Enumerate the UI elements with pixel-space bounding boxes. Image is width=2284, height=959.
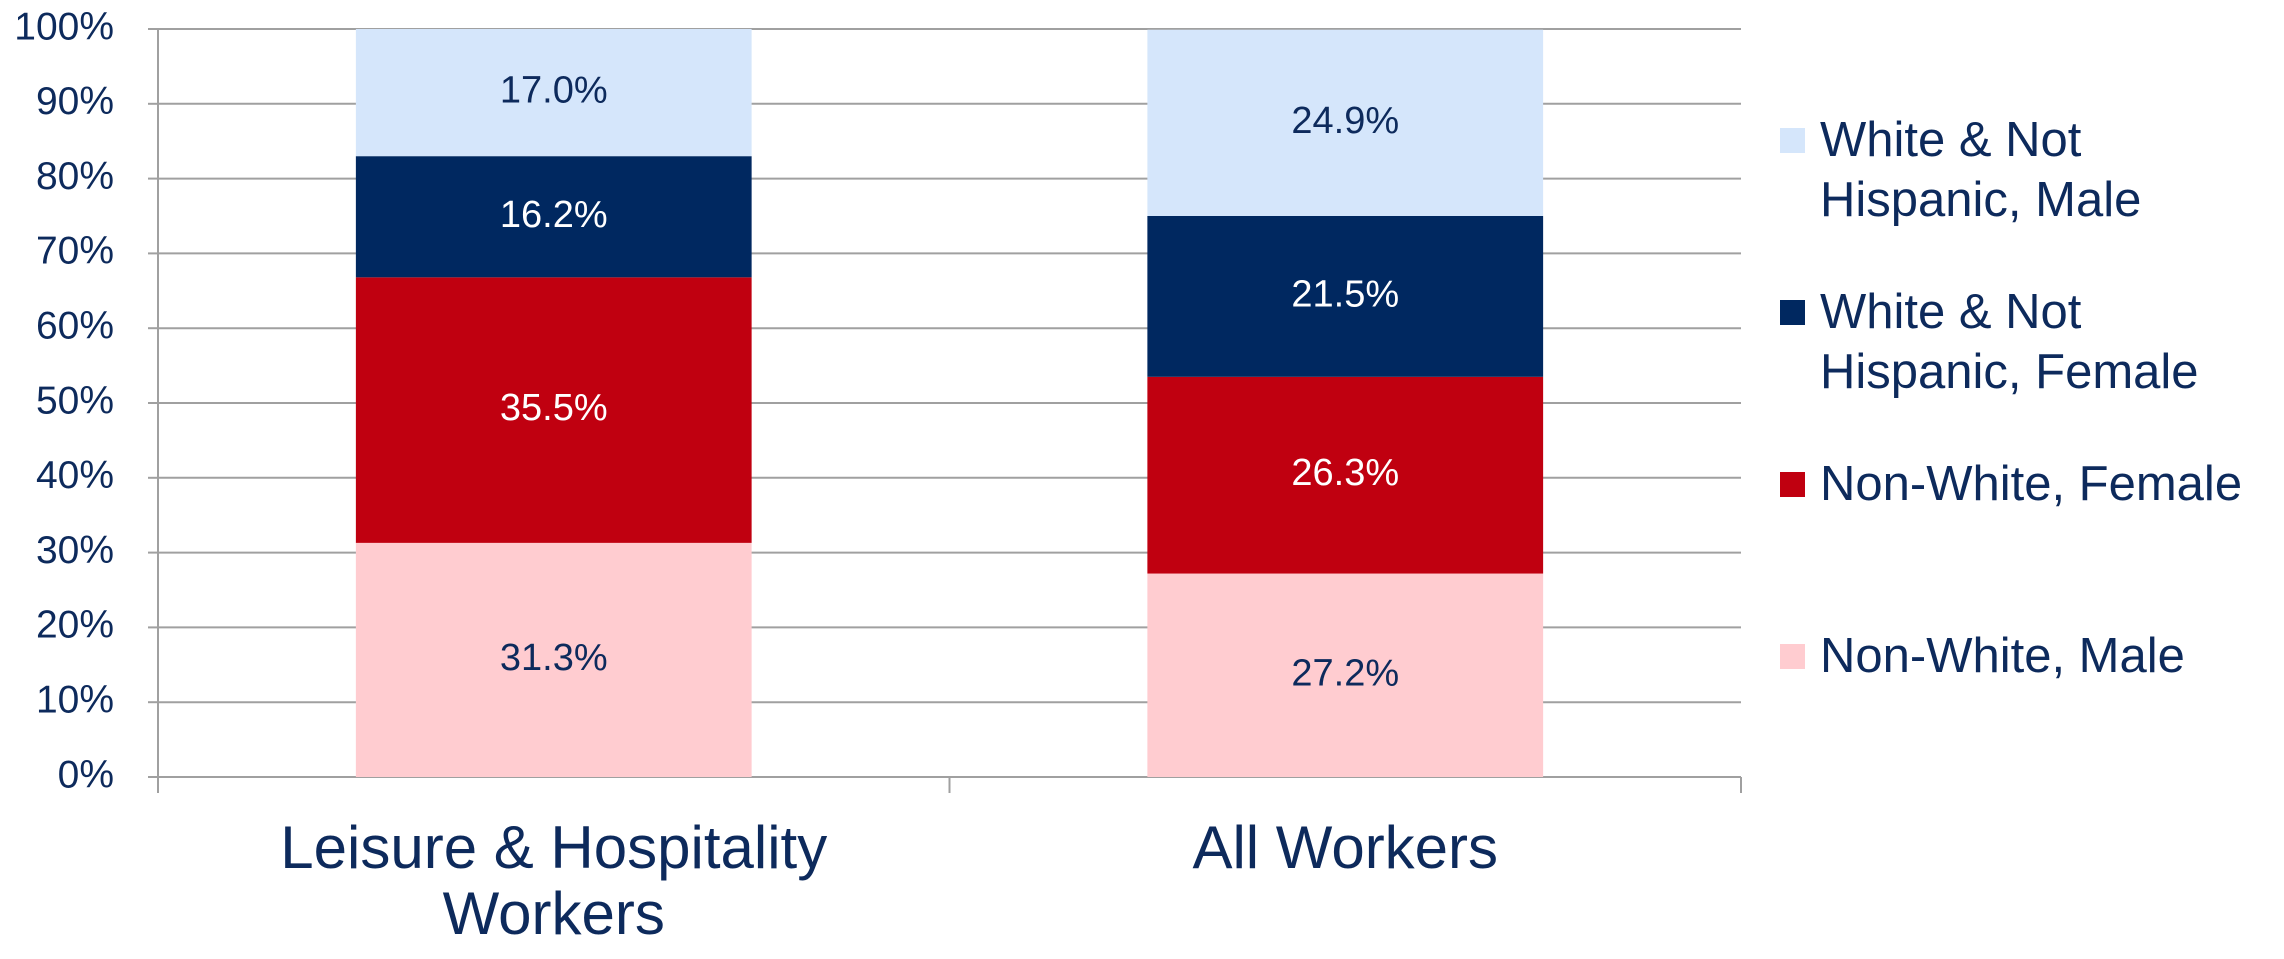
bar-segment bbox=[1147, 29, 1544, 216]
value-label: 27.2% bbox=[1291, 652, 1399, 694]
y-tick-label: 90% bbox=[36, 80, 114, 123]
y-tick-label: 20% bbox=[36, 604, 114, 647]
legend-swatch bbox=[1780, 472, 1805, 497]
value-label: 31.3% bbox=[500, 637, 608, 679]
legend-label: White & Not Hispanic, Female bbox=[1820, 285, 2199, 399]
legend-label: Non-White, Female bbox=[1820, 457, 2243, 511]
y-tick-label: 10% bbox=[36, 678, 114, 721]
y-tick-label: 80% bbox=[36, 155, 114, 198]
bar-segment bbox=[1147, 376, 1544, 574]
value-label: 35.5% bbox=[500, 387, 608, 429]
bar-segment bbox=[1147, 573, 1544, 777]
bar-segment bbox=[355, 277, 752, 543]
x-tick-label: All Workers bbox=[1192, 814, 1499, 881]
value-label: 24.9% bbox=[1291, 100, 1399, 142]
y-tick-label: 40% bbox=[36, 454, 114, 497]
bar-segment bbox=[355, 542, 752, 777]
y-tick-label: 60% bbox=[36, 304, 114, 347]
value-label: 16.2% bbox=[500, 194, 608, 236]
value-label: 26.3% bbox=[1291, 452, 1399, 494]
legend-swatch bbox=[1780, 128, 1805, 153]
bar-segment bbox=[355, 29, 752, 157]
y-tick-label: 30% bbox=[36, 529, 114, 572]
legend-swatch bbox=[1780, 300, 1805, 325]
x-tick-label: Leisure & Hospitality Workers bbox=[280, 814, 828, 947]
y-tick-label: 50% bbox=[36, 379, 114, 422]
y-tick-label: 70% bbox=[36, 230, 114, 273]
legend-label: White & Not Hispanic, Male bbox=[1820, 113, 2142, 227]
legend-label: Non-White, Male bbox=[1820, 629, 2185, 683]
bar-segment bbox=[1147, 216, 1544, 377]
y-tick-label: 0% bbox=[58, 753, 114, 796]
legend-swatch bbox=[1780, 644, 1805, 669]
value-label: 17.0% bbox=[500, 70, 608, 112]
value-label: 21.5% bbox=[1291, 273, 1399, 315]
bar-segment bbox=[355, 156, 752, 278]
y-tick-label: 100% bbox=[14, 5, 114, 48]
